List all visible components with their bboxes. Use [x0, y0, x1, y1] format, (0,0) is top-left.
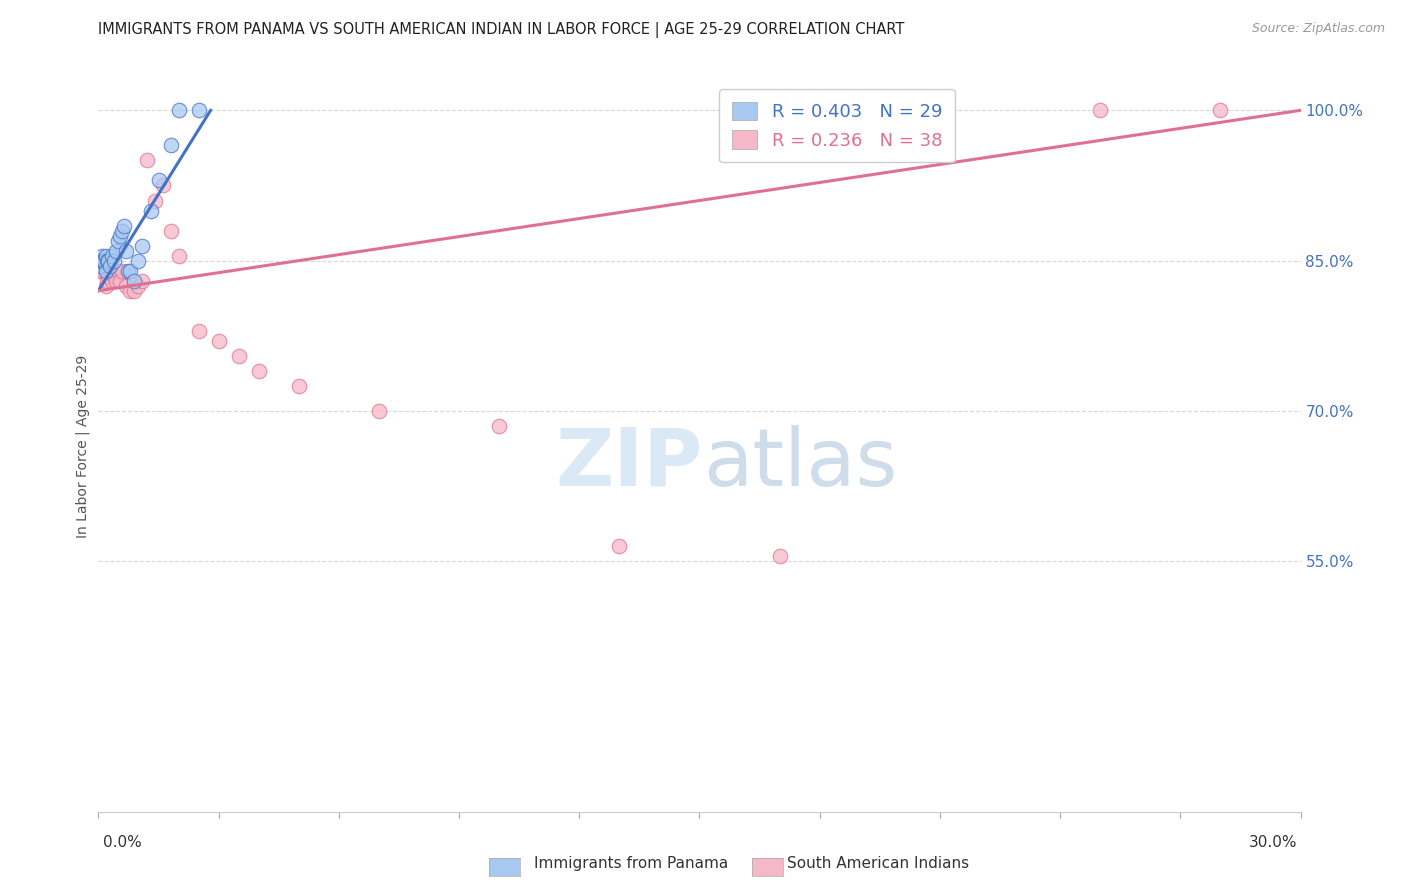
Point	[96, 278, 118, 293]
Point	[187, 103, 209, 118]
Point	[128, 253, 150, 268]
Point	[96, 274, 118, 288]
Text: Source: ZipAtlas.com: Source: ZipAtlas.com	[1251, 22, 1385, 36]
Point	[90, 259, 112, 273]
Point	[152, 178, 174, 193]
Point	[101, 274, 124, 288]
Point	[288, 379, 311, 393]
Text: ZIP: ZIP	[555, 425, 703, 503]
Text: South American Indians: South American Indians	[787, 856, 970, 871]
Point	[167, 249, 190, 263]
Point	[94, 249, 117, 263]
Point	[91, 253, 114, 268]
Point	[101, 249, 124, 263]
Text: atlas: atlas	[703, 425, 897, 503]
Point	[107, 263, 129, 277]
Text: IMMIGRANTS FROM PANAMA VS SOUTH AMERICAN INDIAN IN LABOR FORCE | AGE 25-29 CORRE: IMMIGRANTS FROM PANAMA VS SOUTH AMERICAN…	[98, 22, 905, 38]
Point	[90, 249, 112, 263]
Text: 0.0%: 0.0%	[103, 836, 142, 850]
Point	[114, 219, 136, 233]
Point	[110, 228, 132, 243]
Point	[769, 549, 792, 564]
Point	[97, 268, 120, 283]
Point	[609, 539, 631, 553]
Point	[115, 278, 138, 293]
Point	[228, 349, 250, 363]
Point	[159, 223, 181, 237]
Point	[105, 274, 128, 288]
Point	[159, 138, 181, 153]
Point	[111, 263, 134, 277]
Point	[131, 238, 153, 252]
Point	[143, 194, 166, 208]
Legend: R = 0.403   N = 29, R = 0.236   N = 38: R = 0.403 N = 29, R = 0.236 N = 38	[720, 89, 955, 162]
Point	[167, 103, 190, 118]
Point	[93, 253, 115, 268]
Point	[368, 404, 391, 418]
Point	[110, 274, 132, 288]
Point	[187, 324, 209, 338]
Point	[111, 223, 134, 237]
Point	[120, 284, 142, 298]
Point	[128, 278, 150, 293]
Point	[90, 259, 112, 273]
Point	[89, 253, 111, 268]
Point	[93, 253, 115, 268]
Point	[488, 419, 510, 434]
Point	[107, 234, 129, 248]
Point	[124, 274, 146, 288]
Text: Immigrants from Panama: Immigrants from Panama	[534, 856, 728, 871]
Point	[117, 263, 139, 277]
Point	[100, 259, 122, 273]
Point	[208, 334, 231, 348]
Point	[103, 268, 125, 283]
Y-axis label: In Labor Force | Age 25-29: In Labor Force | Age 25-29	[76, 354, 90, 538]
Point	[103, 253, 125, 268]
Point	[96, 253, 118, 268]
Point	[247, 364, 270, 378]
Point	[135, 153, 157, 168]
Point	[115, 244, 138, 258]
Point	[131, 274, 153, 288]
Point	[120, 263, 142, 277]
Point	[91, 263, 114, 277]
Point	[105, 244, 128, 258]
Point	[97, 253, 120, 268]
Point	[124, 284, 146, 298]
Point	[96, 263, 118, 277]
Point	[91, 253, 114, 268]
Point	[94, 259, 117, 273]
Point	[89, 263, 111, 277]
Point	[91, 253, 114, 268]
Point	[139, 203, 162, 218]
Point	[1088, 103, 1111, 118]
Point	[1209, 103, 1232, 118]
Point	[100, 263, 122, 277]
Point	[148, 173, 170, 187]
Text: 30.0%: 30.0%	[1250, 836, 1298, 850]
Point	[89, 259, 111, 273]
